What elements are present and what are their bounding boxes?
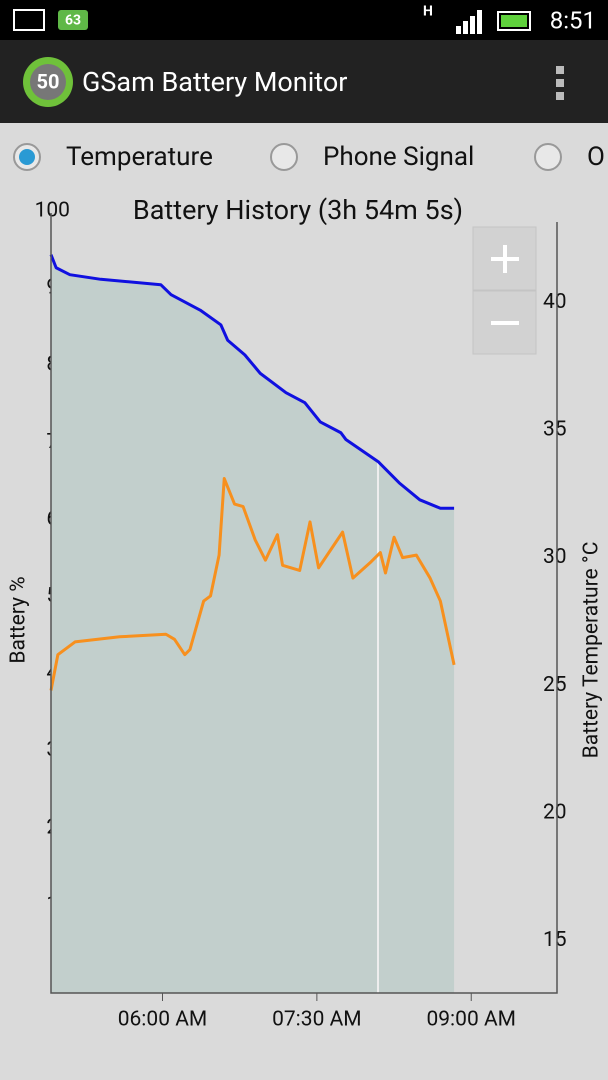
x-tick-label: 06:00 AM <box>118 1008 208 1032</box>
app-icon-label: 50 <box>37 69 60 93</box>
y2-tick-label: 35 <box>543 418 567 442</box>
y2-axis-label: Battery Temperature °C <box>580 542 604 759</box>
plot-frame <box>50 213 558 994</box>
overflow-menu[interactable] <box>556 66 564 100</box>
chart: Battery History (3h 54m 5s)0102030405060… <box>7 194 604 1031</box>
x-tick-label: 07:30 AM <box>272 1008 362 1032</box>
radio[interactable] <box>534 143 562 171</box>
x-tick-label: 09:00 AM <box>426 1008 516 1032</box>
network-type: H <box>423 4 433 20</box>
y2-tick-label: 15 <box>543 928 567 952</box>
series-line <box>49 254 455 510</box>
y2-tick-label: 25 <box>543 673 567 697</box>
option-label[interactable]: Phone Signal <box>323 142 474 172</box>
battery-badge-text: 63 <box>65 13 81 29</box>
series-area <box>51 254 455 993</box>
y2-tick-label: 20 <box>543 800 567 824</box>
option-label[interactable]: O <box>587 142 605 172</box>
clock: 8:51 <box>550 6 596 34</box>
battery-badge <box>58 10 88 30</box>
radio-dot <box>19 149 35 165</box>
battery-icon <box>497 11 531 31</box>
y-axis-label: Battery % <box>7 576 31 663</box>
y-tick-label: 100 <box>35 199 70 223</box>
app-title: GSam Battery Monitor <box>82 66 347 98</box>
app-bar <box>0 40 608 123</box>
battery-level <box>501 15 527 27</box>
y2-tick-label: 30 <box>543 545 567 569</box>
zoom-in-icon <box>491 245 519 273</box>
app-icon-inner <box>30 64 66 100</box>
chart-title: Battery History (3h 54m 5s) <box>133 194 463 226</box>
y2-tick-label: 40 <box>543 290 567 314</box>
option-label[interactable]: Temperature <box>66 142 213 172</box>
series-line <box>49 477 456 691</box>
signal-icon <box>456 10 482 34</box>
options: Temperature Phone Signal O <box>13 142 605 172</box>
radio[interactable] <box>270 143 298 171</box>
notification-icon <box>13 9 45 31</box>
